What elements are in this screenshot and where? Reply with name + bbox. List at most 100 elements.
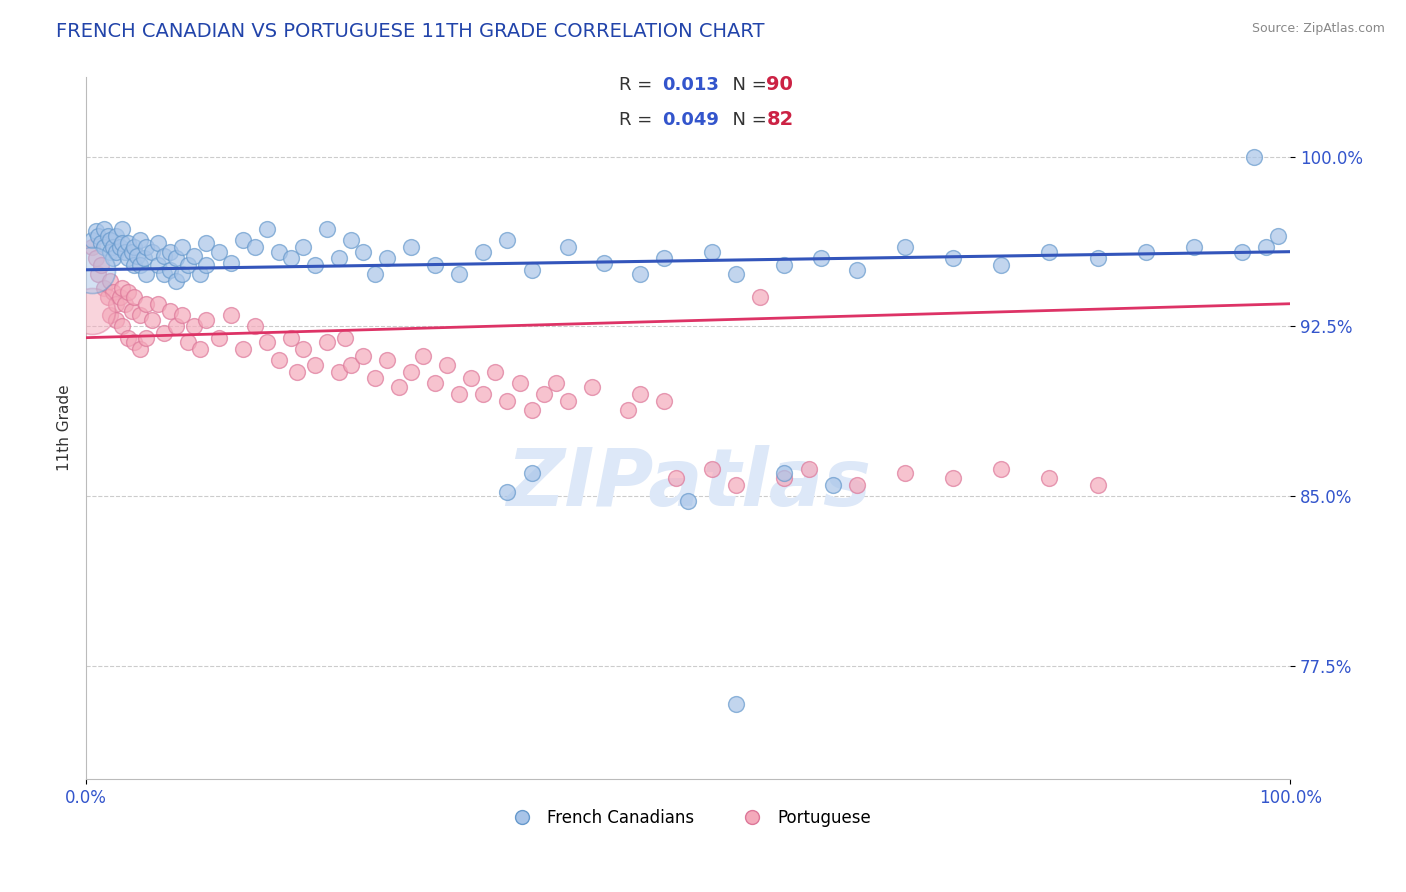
Point [533,387,555,401]
Point [520,262,543,277]
Point [207,331,229,345]
Point [177,335,200,350]
Point [810,252,832,266]
Point [617,403,640,417]
Point [219,256,242,270]
Point [98,274,121,288]
Point [1254,240,1277,254]
Point [195,258,218,272]
Point [93,222,115,236]
Point [460,371,482,385]
Point [111,235,134,250]
Point [328,365,350,379]
Point [105,296,128,310]
Point [129,308,152,322]
Point [219,308,242,322]
Point [141,312,163,326]
Point [117,252,139,266]
Point [148,258,170,272]
Point [101,285,124,300]
Text: ZIPatlas: ZIPatlas [506,445,870,524]
Point [89,235,111,250]
Point [195,312,218,326]
Point [375,252,398,266]
Point [315,335,337,350]
Point [80,262,103,277]
Point [183,319,205,334]
Legend: French Canadians, Portuguese: French Canadians, Portuguese [499,803,877,834]
Point [172,308,194,322]
Point [101,240,124,254]
Point [990,258,1012,272]
Point [172,240,194,254]
Point [108,240,131,254]
Point [280,252,302,266]
Point [399,365,422,379]
Point [159,244,181,259]
Point [702,244,724,259]
Point [773,467,796,481]
Point [557,394,579,409]
Point [80,240,103,254]
Point [628,387,651,401]
Point [592,256,614,270]
Point [114,244,136,259]
Point [97,290,120,304]
Point [122,290,145,304]
Point [388,380,411,394]
Point [172,268,194,282]
Point [93,240,115,254]
Point [425,258,447,272]
Y-axis label: 11th Grade: 11th Grade [58,384,72,472]
Point [845,477,868,491]
Point [291,240,314,254]
Point [148,296,170,310]
Point [105,228,128,243]
Point [702,462,724,476]
Point [1087,477,1109,491]
Point [190,268,212,282]
Point [472,244,495,259]
Point [122,335,145,350]
Point [153,249,176,263]
Point [484,365,506,379]
Point [1182,240,1205,254]
Point [496,394,519,409]
Point [105,244,128,259]
Point [894,467,917,481]
Point [436,358,458,372]
Point [148,235,170,250]
Point [1038,471,1060,485]
Point [153,326,176,340]
Point [399,240,422,254]
Point [108,290,131,304]
Point [177,258,200,272]
Point [665,471,688,485]
Point [520,467,543,481]
Point [280,331,302,345]
Point [117,331,139,345]
Point [725,268,748,282]
Point [676,493,699,508]
Point [243,319,266,334]
Point [159,262,181,277]
Point [117,285,139,300]
Point [105,312,128,326]
Point [243,240,266,254]
Point [990,462,1012,476]
Point [84,224,107,238]
Point [291,342,314,356]
Point [122,240,145,254]
Point [80,233,103,247]
Point [135,268,157,282]
Text: N =: N = [721,111,773,128]
Text: R =: R = [619,111,658,128]
Point [652,394,675,409]
Point [340,233,363,247]
Point [449,268,471,282]
Point [1135,244,1157,259]
Point [352,349,374,363]
Point [129,342,152,356]
Point [132,252,155,266]
Point [333,331,356,345]
